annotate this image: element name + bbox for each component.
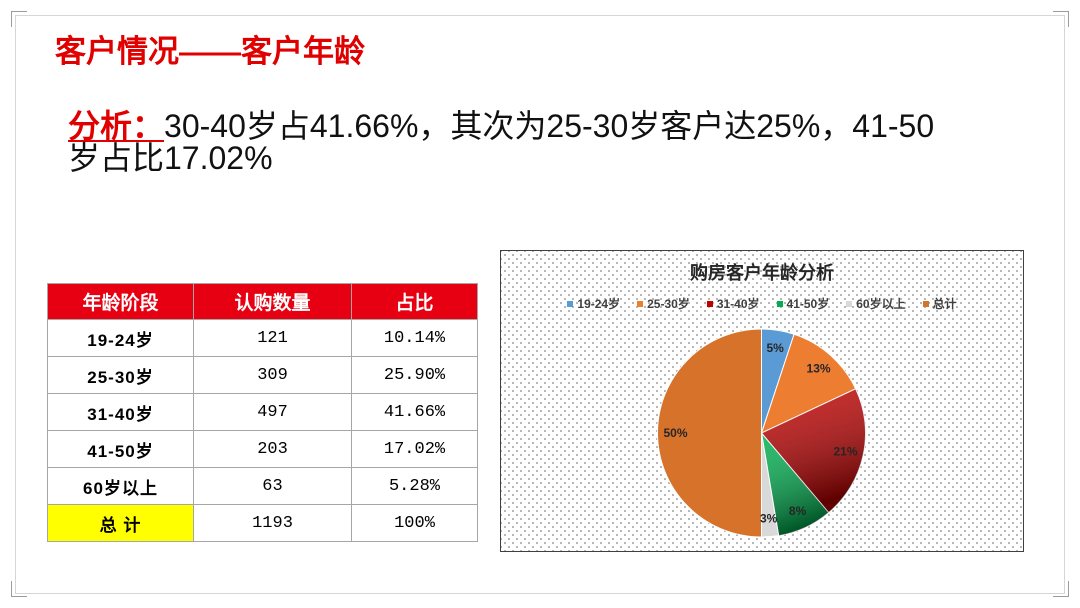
header-age-range: 年龄阶段 bbox=[47, 283, 194, 320]
pie-slice bbox=[657, 328, 762, 538]
share-cell: 41.66% bbox=[351, 393, 478, 431]
pie-data-label: 50% bbox=[663, 426, 687, 440]
legend-swatch bbox=[846, 301, 853, 307]
corner-mark bbox=[11, 11, 27, 27]
legend-item: 25-30岁 bbox=[637, 297, 690, 311]
pie-slice-shading bbox=[761, 388, 866, 513]
table-row: 25-30岁 309 25.90% bbox=[47, 356, 478, 394]
corner-mark bbox=[1053, 11, 1069, 27]
legend-item: 19-24岁 bbox=[567, 297, 620, 311]
age-table: 年龄阶段 认购数量 占比 19-24岁 121 10.14% 25-30岁 30… bbox=[47, 283, 478, 542]
pie-slice bbox=[760, 333, 857, 434]
legend-item: 31-40岁 bbox=[706, 297, 760, 311]
legend-swatch bbox=[637, 301, 644, 307]
table-row: 19-24岁 121 10.14% bbox=[47, 319, 478, 357]
pie-labels: 5% 13% 21% 8% 3% 50% bbox=[663, 341, 857, 526]
corner-mark bbox=[11, 581, 27, 597]
age-range-cell: 60岁以上 bbox=[47, 467, 194, 505]
count-cell: 497 bbox=[193, 393, 352, 431]
legend-label: 60岁以上 bbox=[856, 297, 906, 311]
count-cell: 309 bbox=[193, 356, 352, 394]
age-range-cell: 25-30岁 bbox=[47, 356, 194, 394]
table-row: 60岁以上 63 5.28% bbox=[47, 467, 478, 505]
pie-data-label: 3% bbox=[760, 512, 778, 526]
legend-label: 19-24岁 bbox=[577, 297, 621, 311]
analysis-label: 分析： bbox=[68, 108, 165, 144]
table-row: 31-40岁 497 41.66% bbox=[47, 393, 478, 431]
pie-chart: 5% 13% 21% 8% 3% 50% 购房客户年龄分析 19-24岁 25-30岁 3… bbox=[500, 250, 1024, 552]
legend-swatch bbox=[776, 301, 783, 307]
pie-slice-shading bbox=[761, 433, 829, 536]
legend-label: 31-40岁 bbox=[716, 297, 760, 311]
total-label-cell: 总 计 bbox=[47, 504, 194, 542]
legend-item: 41-50岁 bbox=[776, 297, 830, 311]
table-total-row: 总 计 1193 100% bbox=[47, 504, 478, 542]
pie-data-label: 13% bbox=[807, 362, 831, 376]
count-cell: 121 bbox=[193, 319, 352, 357]
legend-swatch bbox=[706, 301, 713, 307]
legend-label: 25-30岁 bbox=[647, 297, 690, 311]
total-share-cell: 100% bbox=[351, 504, 478, 542]
share-cell: 10.14% bbox=[351, 319, 478, 357]
age-range-cell: 19-24岁 bbox=[47, 319, 194, 357]
analysis-body: 30-40岁占41.66%，其次为25-30岁客户达25%，41-50 岁占比1… bbox=[68, 108, 935, 176]
legend-swatch bbox=[922, 301, 929, 307]
count-cell: 203 bbox=[193, 430, 352, 468]
analysis-text: 分析：30-40岁占41.66%，其次为25-30岁客户达25%，41-50 岁… bbox=[68, 110, 1058, 174]
table-header-row: 年龄阶段 认购数量 占比 bbox=[47, 283, 478, 320]
legend-item: 60岁以上 bbox=[846, 297, 906, 311]
header-share: 占比 bbox=[351, 283, 478, 320]
legend-swatch bbox=[567, 301, 574, 307]
pie-plot: 5% 13% 21% 8% 3% 50% bbox=[657, 328, 866, 538]
total-count-cell: 1193 bbox=[193, 504, 352, 542]
legend-label: 总计 bbox=[932, 297, 957, 311]
age-range-cell: 31-40岁 bbox=[47, 393, 194, 431]
chart-legend: 19-24岁 25-30岁 31-40岁 41-50岁 60岁以上 总计 bbox=[501, 297, 1023, 311]
pie-data-label: 5% bbox=[766, 341, 784, 355]
pie-data-label: 21% bbox=[833, 444, 857, 458]
age-range-cell: 41-50岁 bbox=[47, 430, 194, 468]
pie-slices bbox=[657, 328, 866, 538]
slide-frame bbox=[15, 15, 1065, 594]
count-cell: 63 bbox=[193, 467, 352, 505]
legend-label: 41-50岁 bbox=[786, 297, 830, 311]
slide-title: 客户情况——客户年龄 bbox=[55, 34, 365, 69]
share-cell: 25.90% bbox=[351, 356, 478, 394]
table-row: 41-50岁 203 17.02% bbox=[47, 430, 478, 468]
chart-title: 购房客户年龄分析 bbox=[690, 263, 834, 283]
share-cell: 17.02% bbox=[351, 430, 478, 468]
share-cell: 5.28% bbox=[351, 467, 478, 505]
pie-data-label: 8% bbox=[789, 504, 807, 518]
legend-item: 总计 bbox=[922, 297, 957, 311]
header-subscription-count: 认购数量 bbox=[193, 283, 352, 320]
corner-mark bbox=[1053, 581, 1069, 597]
